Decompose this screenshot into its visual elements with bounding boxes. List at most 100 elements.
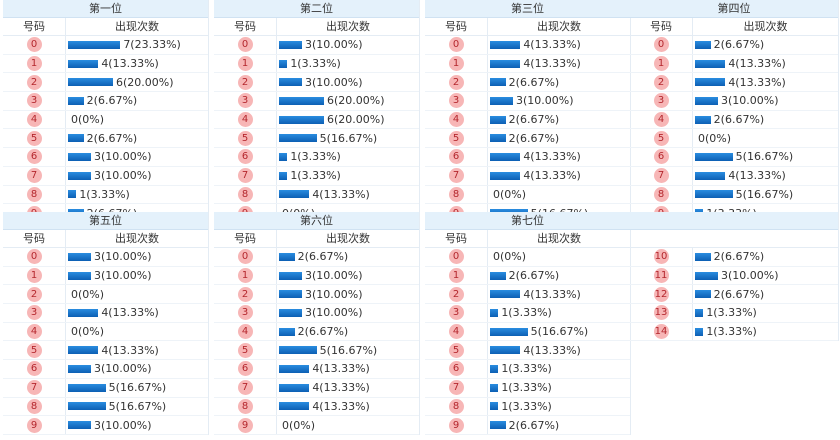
header-count: 出现次数	[326, 232, 370, 245]
number-cell: 1	[214, 54, 277, 73]
number-ball: 4	[653, 112, 669, 128]
count-text: 5(16.67%)	[319, 343, 378, 357]
count-text: 2(6.67%)	[508, 418, 560, 432]
count-cell: 1(3.33%)	[277, 169, 419, 182]
number-ball: 8	[237, 186, 253, 202]
number-ball: 6	[448, 361, 464, 377]
number-row: 4 0(0%)	[3, 110, 208, 130]
count-text: 3(10.00%)	[305, 269, 363, 283]
frequency-bar	[68, 134, 84, 143]
number-row: 0 7(23.33%)	[3, 36, 208, 55]
number-row: 0 2(6.67%)	[214, 248, 419, 267]
count-cell: 4(13.33%)	[488, 344, 630, 357]
count-text: 1(3.33%)	[501, 399, 552, 413]
count-text: 0(0%)	[282, 418, 316, 432]
count-cell: 4(13.33%)	[488, 38, 630, 51]
number-row: 0 3(10.00%)	[214, 36, 419, 55]
number-ball: 7	[26, 168, 42, 184]
number-cell: 1	[425, 54, 488, 73]
number-cell: 6	[3, 360, 66, 378]
count-text: 2(6.67%)	[86, 94, 138, 108]
number-row: 3 3(10.00%)	[214, 304, 419, 323]
number-cell: 3	[425, 304, 488, 322]
number-row: 13 1(3.33%)	[630, 304, 838, 323]
number-row: 6 4(13.33%)	[425, 148, 630, 167]
frequency-bar	[279, 346, 317, 355]
number-ball: 8	[237, 398, 253, 414]
number-row: 5 5(16.67%)	[214, 341, 419, 361]
count-text: 4(13.33%)	[523, 287, 581, 301]
number-cell: 6	[3, 148, 66, 166]
position-panel: 第五位 号码 出现次数 0 3(10.00%) 1 3(10.00%) 2 0(0%) 3 4(13…	[3, 212, 209, 435]
number-ball: 8	[448, 186, 464, 202]
number-cell: 7	[3, 378, 66, 397]
frequency-bar	[490, 402, 499, 411]
count-cell: 3(10.00%)	[277, 38, 419, 51]
count-text: 1(3.33%)	[290, 169, 341, 183]
count-cell: 5(16.67%)	[277, 344, 419, 357]
count-text: 3(10.00%)	[94, 269, 152, 283]
count-cell: 6(20.00%)	[277, 113, 419, 126]
number-ball: 4	[237, 112, 253, 128]
number-row: 4 2(6.67%)	[214, 322, 419, 342]
frequency-bar	[695, 115, 711, 124]
count-text: 0(0%)	[71, 113, 105, 127]
number-ball: 8	[26, 398, 42, 414]
number-ball: 14	[653, 324, 669, 340]
frequency-bar	[68, 252, 91, 261]
number-row: 10 2(6.67%)	[630, 248, 838, 267]
count-cell: 3(10.00%)	[66, 250, 208, 263]
number-ball: 1	[237, 56, 253, 72]
count-cell: 1(3.33%)	[277, 150, 419, 163]
count-cell: 3(10.00%)	[693, 269, 838, 282]
count-text: 0(0%)	[698, 131, 732, 145]
count-text: 3(10.00%)	[94, 418, 152, 432]
count-cell: 2(6.67%)	[693, 250, 838, 263]
frequency-bar	[695, 190, 733, 199]
count-text: 4(13.33%)	[728, 75, 786, 89]
frequency-bar	[68, 402, 106, 411]
number-ball: 2	[26, 286, 42, 302]
count-cell: 1(3.33%)	[488, 400, 630, 413]
position-title: 第四位	[630, 0, 838, 18]
number-cell: 2	[3, 285, 66, 304]
header-count: 出现次数	[115, 232, 159, 245]
number-row: 7 4(13.33%)	[425, 166, 630, 186]
number-row: 6 1(3.33%)	[425, 360, 630, 379]
column-header: 号码 出现次数	[214, 230, 419, 248]
number-cell: 13	[630, 304, 693, 322]
frequency-bar	[68, 78, 113, 87]
count-cell: 3(10.00%)	[66, 419, 208, 432]
count-text: 3(10.00%)	[94, 250, 152, 264]
number-ball: 4	[448, 324, 464, 340]
header-count: 出现次数	[537, 20, 581, 33]
number-row: 8 1(3.33%)	[3, 185, 208, 205]
number-row: 0 3(10.00%)	[3, 248, 208, 267]
number-row: 1 1(3.33%)	[214, 54, 419, 74]
number-cell: 4	[425, 322, 488, 341]
position-title: 第七位	[425, 212, 630, 230]
position-panel: 第七位 号码 出现次数 0 0(0%) 1 2(6.67%) 2 4(13.33%) 3 1(3.3…	[425, 212, 631, 435]
count-text: 2(6.67%)	[86, 131, 138, 145]
number-cell: 4	[214, 322, 277, 341]
count-cell: 4(13.33%)	[66, 344, 208, 357]
count-cell: 1(3.33%)	[488, 306, 630, 319]
number-ball: 1	[26, 56, 42, 72]
count-cell: 1(3.33%)	[488, 381, 630, 394]
number-cell: 5	[214, 129, 277, 148]
number-cell: 4	[630, 110, 693, 129]
number-row: 2 3(10.00%)	[214, 73, 419, 93]
frequency-bar	[68, 190, 77, 199]
frequency-bar	[68, 40, 121, 49]
number-ball: 2	[653, 74, 669, 90]
number-ball: 7	[448, 168, 464, 184]
frequency-bar	[279, 190, 310, 199]
count-cell: 0(0%)	[488, 188, 630, 201]
number-cell: 0	[214, 36, 277, 54]
frequency-bar	[279, 252, 295, 261]
number-ball: 6	[653, 149, 669, 165]
number-cell: 3	[3, 92, 66, 110]
number-cell: 4	[3, 322, 66, 341]
count-text: 4(13.33%)	[728, 169, 786, 183]
count-cell: 5(16.67%)	[66, 381, 208, 394]
